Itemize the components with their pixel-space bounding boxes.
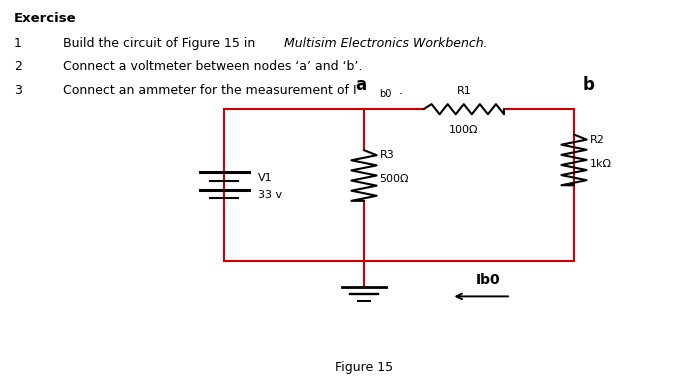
- Text: Build the circuit of Figure 15 in: Build the circuit of Figure 15 in: [63, 37, 259, 50]
- Text: Multisim Electronics Workbench.: Multisim Electronics Workbench.: [284, 37, 487, 50]
- Text: Ib0: Ib0: [476, 273, 500, 287]
- Text: 100Ω: 100Ω: [449, 125, 479, 135]
- Text: 2: 2: [14, 60, 22, 73]
- Text: b0: b0: [379, 89, 392, 99]
- Text: 1kΩ: 1kΩ: [589, 159, 611, 169]
- Text: 33 v: 33 v: [258, 190, 281, 200]
- Text: R2: R2: [589, 135, 604, 145]
- Text: R3: R3: [379, 150, 394, 160]
- Text: R1: R1: [456, 85, 471, 96]
- Text: .: .: [399, 84, 403, 97]
- Text: 3: 3: [14, 84, 22, 97]
- Text: Exercise: Exercise: [14, 12, 76, 25]
- Text: V1: V1: [258, 173, 272, 183]
- Text: 1: 1: [14, 37, 22, 50]
- Text: 500Ω: 500Ω: [379, 174, 409, 184]
- Text: Connect an ammeter for the measurement of I: Connect an ammeter for the measurement o…: [63, 84, 356, 97]
- Text: Connect a voltmeter between nodes ‘a’ and ‘b’.: Connect a voltmeter between nodes ‘a’ an…: [63, 60, 363, 73]
- Text: a: a: [355, 76, 366, 94]
- Text: Figure 15: Figure 15: [335, 362, 393, 374]
- Text: b: b: [582, 76, 594, 94]
